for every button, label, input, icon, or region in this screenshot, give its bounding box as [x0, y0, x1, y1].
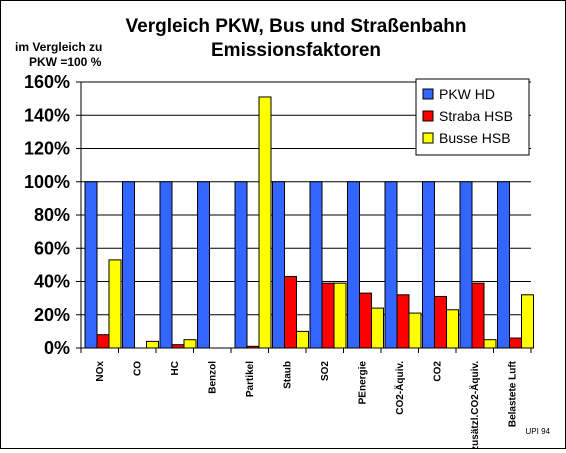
y-tick-label: 40%	[34, 272, 70, 292]
gridlines	[81, 81, 531, 316]
legend-swatch	[422, 88, 434, 100]
bar	[509, 337, 522, 349]
bar	[471, 282, 485, 349]
legend-swatch	[422, 132, 434, 144]
x-tick-label: NOx	[95, 361, 106, 382]
chart-title-line1: Vergleich PKW, Bus und Straßenbahn	[126, 16, 467, 37]
y-tick-label: 160%	[24, 72, 70, 92]
bar	[408, 312, 422, 349]
bar	[446, 309, 459, 349]
axes	[80, 82, 531, 349]
bar	[459, 181, 473, 349]
bars	[84, 96, 534, 349]
y-tick-label: 0%	[44, 338, 70, 358]
bar	[422, 181, 435, 349]
footer-label: UPI 94	[526, 427, 551, 436]
legend-swatch	[422, 110, 434, 122]
x-tick-label: Benzol	[207, 361, 218, 394]
bar	[347, 181, 360, 349]
y-tick-label: 20%	[34, 305, 70, 325]
x-tick-label: zusätzl.CO2-Äquiv.	[468, 361, 481, 448]
bar	[333, 282, 347, 349]
bar	[497, 181, 510, 349]
y-axis-title-line2: PKW =100 %	[29, 55, 102, 69]
bar	[96, 334, 110, 349]
bar	[309, 181, 323, 349]
x-axis-ticks: NOx CO HC Benzol Partikel Staub SO2 PEnergie CO2…	[80, 348, 532, 451]
bar	[234, 181, 248, 349]
bar	[434, 295, 447, 349]
bar	[321, 282, 335, 349]
x-tick-label: CO	[132, 361, 143, 376]
x-tick-label: Partikel	[245, 361, 256, 397]
bar	[159, 181, 173, 349]
bar	[483, 339, 497, 349]
legend-items: PKW HD Straba HSB Busse HSB	[422, 86, 513, 146]
legend-label: Busse HSB	[439, 130, 511, 146]
x-tick-label: SO2	[320, 361, 331, 381]
bar	[396, 294, 410, 349]
x-tick-label: CO2-Äquiv.	[393, 361, 406, 415]
legend-label: PKW HD	[439, 86, 495, 102]
x-tick-label: HC	[170, 361, 181, 375]
bar	[521, 294, 534, 349]
bar	[122, 181, 135, 349]
bar	[108, 259, 122, 349]
bar	[272, 181, 285, 349]
y-tick-label: 80%	[34, 205, 70, 225]
bar	[197, 181, 210, 349]
bar	[183, 339, 197, 349]
legend: PKW HD Straba HSB Busse HSB	[415, 78, 530, 156]
y-tick-label: 60%	[34, 238, 70, 258]
x-tick-label: CO2	[432, 361, 443, 382]
bar	[84, 181, 98, 349]
x-tick-label: Belastete Luft	[507, 360, 518, 427]
legend-box	[415, 78, 530, 156]
bar	[258, 96, 272, 349]
bar	[146, 340, 159, 349]
chart-title-line2: Emissionsfaktoren	[211, 40, 381, 61]
y-tick-label: 120%	[24, 139, 70, 159]
y-tick-label: 140%	[24, 105, 70, 125]
x-tick-label: Staub	[282, 361, 293, 389]
y-axis-ticks: 0% 20% 40% 60% 80% 100% 120% 140% 160%	[24, 72, 81, 358]
bar	[359, 292, 372, 349]
bar	[371, 307, 384, 349]
bar	[284, 276, 297, 349]
bar	[384, 181, 398, 349]
legend-label: Straba HSB	[439, 108, 513, 124]
y-axis-title-line1: im Vergleich zu	[15, 40, 102, 54]
x-tick-label: PEnergie	[357, 361, 368, 405]
y-tick-label: 100%	[24, 172, 70, 192]
bar	[296, 330, 309, 349]
